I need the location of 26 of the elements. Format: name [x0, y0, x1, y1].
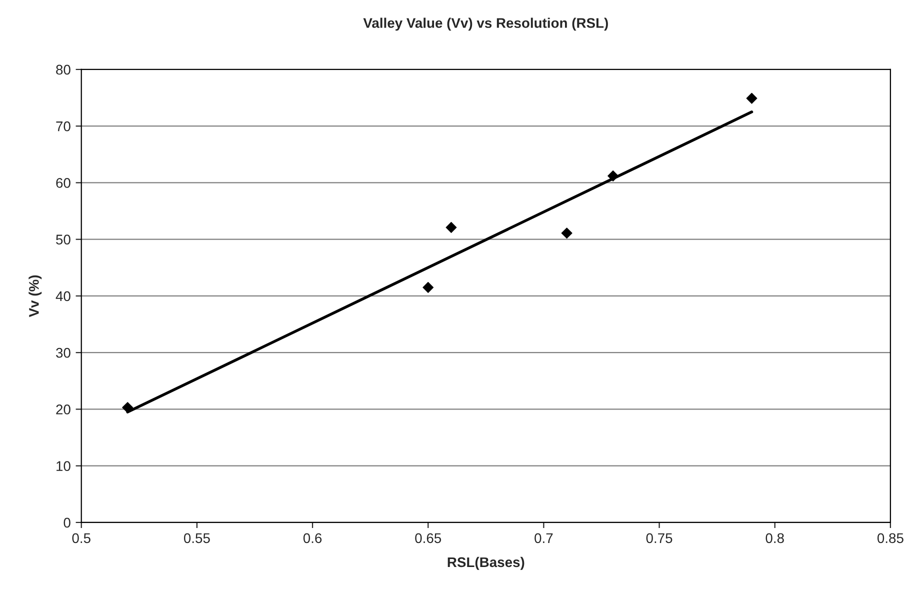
x-axis-title: RSL(Bases): [448, 556, 524, 570]
x-tick-label: 0.75: [646, 533, 672, 544]
point: [446, 222, 457, 233]
y-tick-label: 70: [56, 121, 70, 132]
point: [122, 402, 134, 414]
x-tick-label: 0.7: [534, 533, 553, 544]
y-tick-label: 60: [56, 178, 70, 188]
x-tick-label: 0.5: [72, 533, 90, 544]
y-tick-label: 0: [64, 518, 70, 528]
chart-title: Valley Value (Vv) vs Resolution (RSL): [363, 18, 608, 31]
x-tick-label: 0.55: [184, 533, 210, 544]
x-tick-label: 0.65: [415, 533, 442, 544]
y-tick-label: 50: [56, 234, 70, 245]
y-tick-label: 80: [56, 64, 70, 75]
point: [746, 92, 758, 104]
x-tick-label: 0.8: [766, 533, 784, 544]
x-tick-label: 0.85: [877, 533, 904, 544]
y-tick-label: 30: [56, 348, 70, 358]
y-axis-title: Vv (%): [28, 275, 42, 318]
x-tick-label: 0.6: [303, 533, 322, 544]
point: [608, 170, 619, 182]
point: [561, 228, 572, 239]
y-tick-label: 40: [56, 291, 70, 302]
y-tick-label: 10: [56, 461, 70, 472]
y-tick-label: 20: [56, 404, 70, 414]
point: [422, 282, 434, 293]
